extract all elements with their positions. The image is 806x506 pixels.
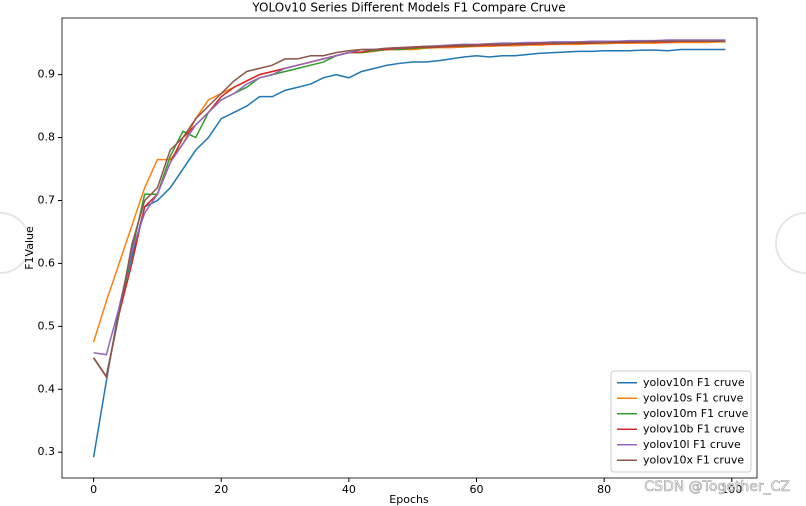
y-tick-label: 0.9 <box>38 68 56 81</box>
nav-next[interactable] <box>775 212 806 274</box>
series-line <box>92 40 726 379</box>
x-axis-label: Epochs <box>389 493 429 506</box>
x-tick-label: 100 <box>721 483 742 496</box>
legend-label: yolov10l F1 cruve <box>643 438 741 451</box>
plot-frame <box>61 17 758 479</box>
series-line <box>93 39 726 356</box>
series-line <box>92 39 726 379</box>
legend-label: yolov10b F1 cruve <box>643 422 745 435</box>
x-tick-label: 80 <box>597 483 611 496</box>
series-line <box>92 40 726 379</box>
watermark: CSDN @Together_CZ <box>644 479 790 495</box>
legend-label: yolov10x F1 cruve <box>643 453 744 466</box>
y-tick-label: 0.5 <box>38 319 56 332</box>
chart-title: YOLOv10 Series Different Models F1 Compa… <box>251 1 565 15</box>
x-tick-label: 60 <box>470 483 484 496</box>
x-tick-label: 0 <box>90 483 97 496</box>
nav-prev[interactable] <box>0 212 31 274</box>
legend-label: yolov10s F1 cruve <box>643 391 744 404</box>
y-tick-label: 0.7 <box>38 193 56 206</box>
y-tick-label: 0.8 <box>38 131 56 144</box>
series-line <box>92 41 726 343</box>
y-axis-label: F1Value <box>23 226 36 270</box>
y-tick-label: 0.4 <box>38 382 56 395</box>
y-tick-label: 0.3 <box>38 445 56 458</box>
legend-label: yolov10m F1 cruve <box>643 407 749 420</box>
legend-box <box>610 370 752 473</box>
y-tick-label: 0.6 <box>38 256 56 269</box>
x-tick-label: 20 <box>214 483 228 496</box>
series-line <box>92 48 726 458</box>
legend-label: yolov10n F1 cruve <box>643 376 745 389</box>
x-tick-label: 40 <box>342 483 356 496</box>
